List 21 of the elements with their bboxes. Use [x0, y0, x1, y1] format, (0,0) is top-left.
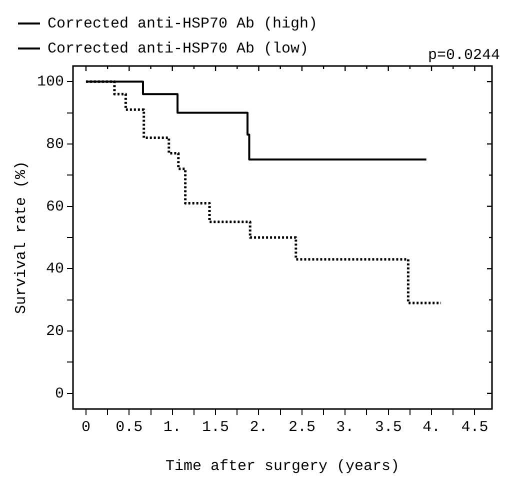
text: p=0.0244 — [428, 46, 500, 64]
y-tick-label: 20 — [46, 323, 64, 340]
x-tick-label: 3.5 — [374, 418, 402, 436]
x-tick-label: 4.5 — [461, 418, 488, 436]
x-tick-label: 4. — [422, 418, 441, 436]
y-tick-label: 80 — [46, 136, 64, 153]
legend-label: Corrected anti-HSP70 Ab (high) — [48, 15, 318, 32]
x-tick-label: 0 — [81, 418, 90, 436]
x-tick-label: 0.5 — [116, 418, 143, 436]
x-tick-label: 2.5 — [288, 418, 316, 436]
y-tick-label: 60 — [46, 198, 64, 216]
x-tick-label: 2. — [250, 418, 268, 436]
legend-label: Corrected anti-HSP70 Ab (low) — [48, 40, 309, 58]
x-tick-label: 3. — [336, 418, 354, 436]
x-tick-label: 1. — [163, 418, 182, 436]
y-tick-label: 40 — [46, 260, 64, 278]
y-tick-label: 100 — [36, 74, 64, 91]
y-tick-label: 0 — [54, 385, 64, 402]
x-axis-title: Time after surgery (years) — [165, 458, 400, 475]
y-axis-title: Survival rate (%) — [12, 160, 30, 314]
x-tick-label: 1.5 — [202, 418, 230, 436]
